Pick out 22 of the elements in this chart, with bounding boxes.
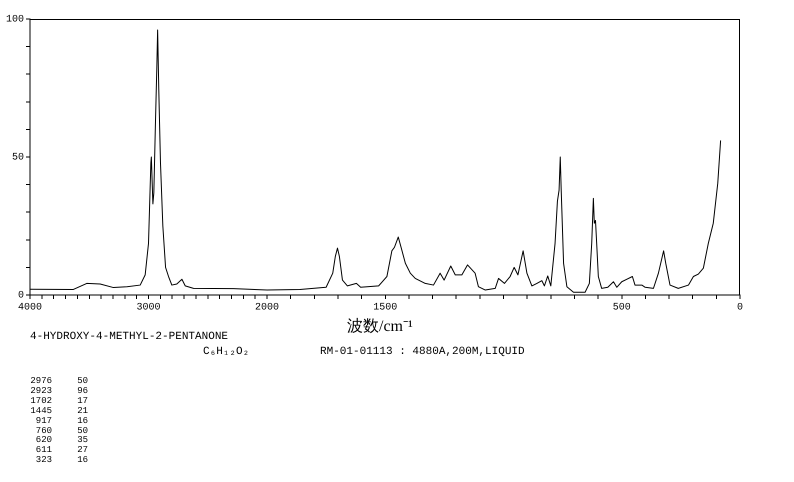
text: 917 16 bbox=[36, 416, 88, 426]
text: 611 27 bbox=[36, 445, 88, 456]
text: 323 16 bbox=[36, 455, 88, 466]
x-tick-label: 1500 bbox=[373, 302, 398, 314]
x-tick-label: 4000 bbox=[18, 302, 42, 314]
x-tick-label: 500 bbox=[612, 302, 631, 314]
x-tick-label: 2000 bbox=[254, 302, 280, 314]
text: RM-01-01113 : 4880A,200M,LIQUID bbox=[320, 346, 525, 358]
text: 1702 17 bbox=[30, 396, 88, 406]
y-tick-label: 0 bbox=[18, 290, 24, 302]
text: 620 35 bbox=[36, 435, 88, 446]
text: 760 50 bbox=[36, 426, 88, 436]
x-axis-title: 波数/cm⁻¹ bbox=[347, 316, 413, 337]
x-tick-label: 0 bbox=[736, 302, 744, 314]
text: 2976 50 bbox=[30, 376, 88, 386]
y-tick-label: 50 bbox=[12, 152, 24, 164]
text: C₆H₁₂O₂ bbox=[203, 346, 250, 358]
x-tick-label: 3000 bbox=[136, 302, 161, 314]
text: 1445 21 bbox=[30, 406, 88, 416]
text: 4-HYDROXY-4-METHYL-2-PENTANONE bbox=[30, 331, 228, 343]
y-tick-label: 100 bbox=[6, 14, 24, 26]
text: 2923 96 bbox=[30, 386, 88, 396]
